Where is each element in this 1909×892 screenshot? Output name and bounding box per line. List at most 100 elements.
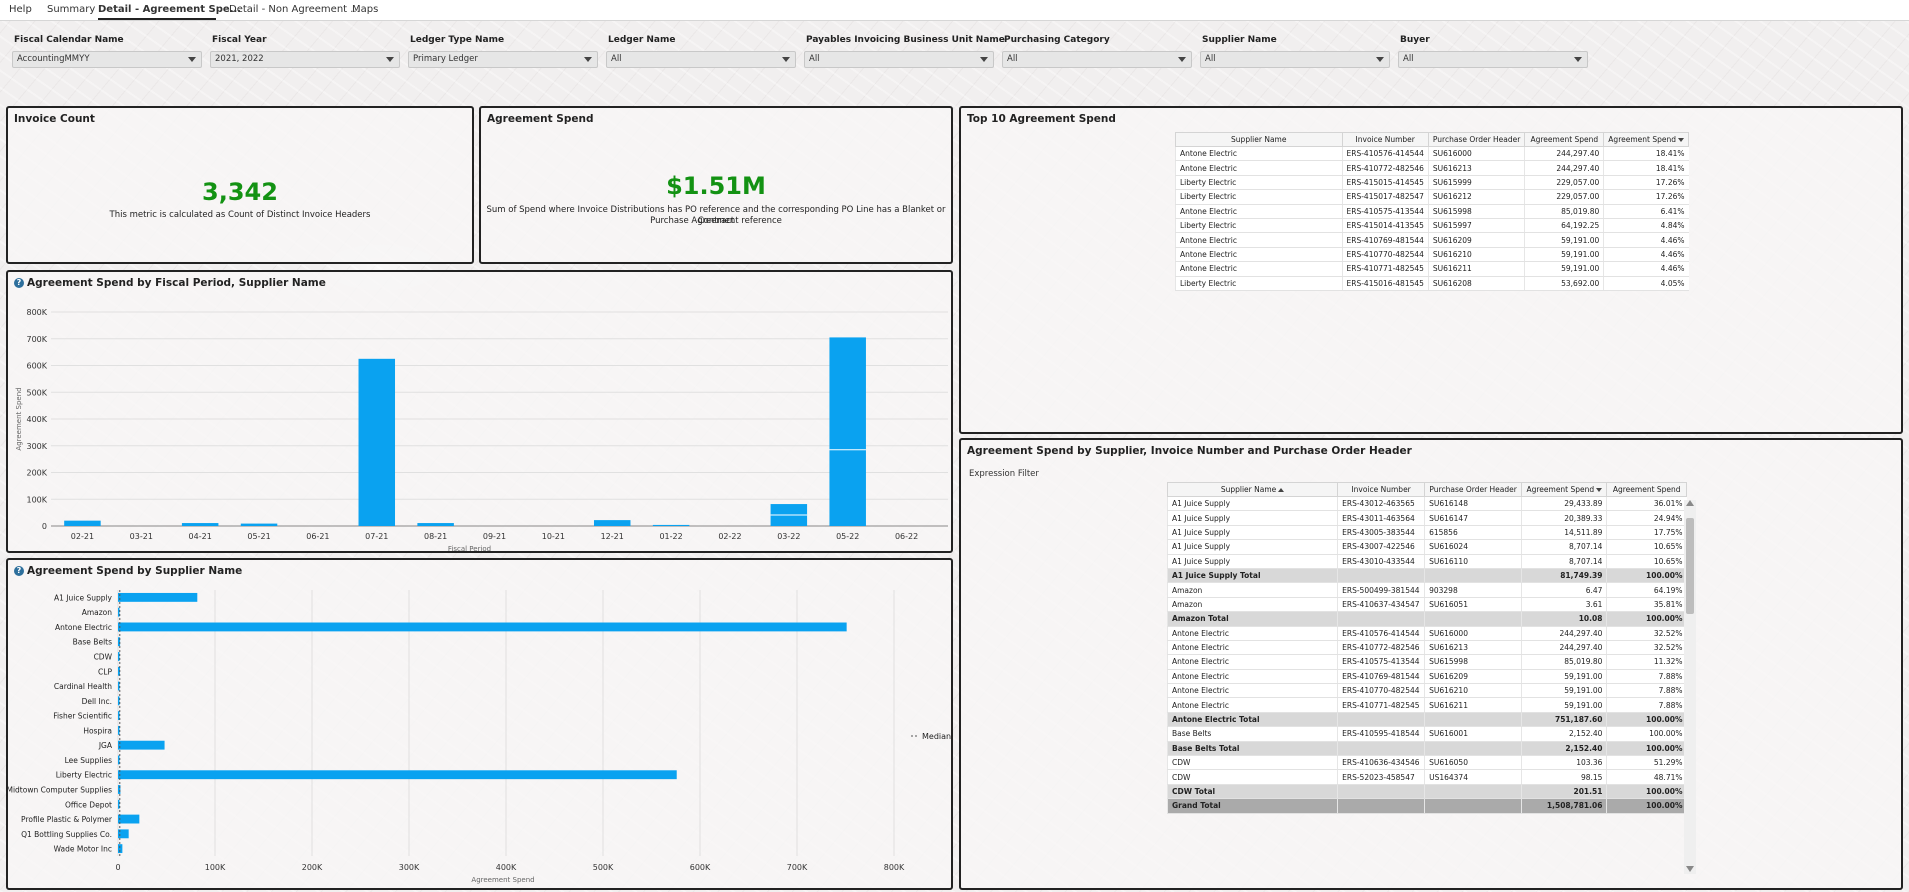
bar[interactable] (118, 814, 140, 824)
filter-supplier-name[interactable]: All (1200, 51, 1390, 68)
table-row[interactable]: A1 Juice Supply ERS-43010-433544 SU616110 8… (1166, 554, 1687, 569)
tab-detail-non-agreement[interactable]: Detail - Non Agreement ... (229, 4, 360, 15)
bar[interactable] (118, 725, 120, 735)
bar[interactable] (118, 770, 677, 780)
subtotal-row[interactable]: CDW Total 201.51 100.00% (1166, 784, 1687, 800)
table-row[interactable]: A1 Juice Supply ERS-43005-383544 615856 14,… (1166, 525, 1687, 541)
table-row[interactable]: Antone Electric ERS-410770-482544 SU616210… (1175, 247, 1689, 263)
bar[interactable] (118, 711, 120, 721)
table-cell: A1 Juice Supply (1166, 510, 1338, 526)
filter-ledger-type[interactable]: Primary Ledger (408, 51, 598, 68)
filter-purchasing-category[interactable]: All (1002, 51, 1192, 68)
bar[interactable] (64, 520, 101, 526)
table-row[interactable]: A1 Juice Supply ERS-43012-463565 SU616148 2… (1166, 496, 1687, 512)
column-header-sorted[interactable]: Agreement Spend (1603, 132, 1689, 147)
table-row[interactable]: Antone Electric ERS-410771-482545 SU616211… (1175, 261, 1689, 277)
table-row[interactable]: Antone Electric ERS-410576-414544 SU616000… (1175, 146, 1689, 162)
info-icon[interactable]: ? (14, 566, 24, 576)
tab-summary[interactable]: Summary (47, 4, 96, 15)
chart-title: Agreement Spend by Fiscal Period, Suppli… (27, 277, 326, 289)
table-row[interactable]: CDW ERS-410636-434546 SU616050 103.36 51.29% (1166, 755, 1687, 771)
table-row[interactable]: Amazon ERS-410637-434547 SU616051 3.61 35.81… (1166, 597, 1687, 613)
bar[interactable] (652, 524, 690, 526)
bar[interactable] (593, 520, 631, 526)
tab-detail-agreement-spend[interactable]: Detail - Agreement Spe... (98, 0, 241, 20)
table-cell: ERS-52023-458547 (1337, 769, 1425, 785)
table-row[interactable]: Antone Electric ERS-410769-481544 SU616209… (1166, 669, 1687, 685)
bar[interactable] (118, 652, 120, 661)
subtotal-row[interactable]: Antone Electric Total 751,187.60 100.00% (1166, 712, 1687, 728)
dashboard-tab-bar: Help Summary Detail - Agreement Spe... D… (0, 0, 1909, 21)
bar[interactable] (417, 523, 454, 526)
subtotal-row[interactable]: Amazon Total 10.08 100.00% (1166, 611, 1687, 627)
table-row[interactable]: Antone Electric ERS-410575-413544 SU615998… (1175, 204, 1689, 219)
bar[interactable] (118, 696, 120, 706)
bar[interactable] (118, 592, 198, 602)
bar[interactable] (118, 844, 123, 854)
bar[interactable] (118, 799, 120, 809)
filter-business-unit[interactable]: All (804, 51, 994, 68)
table-row[interactable]: CDW ERS-52023-458547 US164374 98.15 48.71% (1166, 769, 1687, 785)
column-header[interactable]: Invoice Number (1337, 482, 1426, 497)
filter-fiscal-year[interactable]: 2021, 2022 (210, 51, 400, 68)
table-row[interactable]: A1 Juice Supply ERS-43007-422546 SU616024 8… (1166, 539, 1687, 555)
bar[interactable] (118, 622, 847, 632)
table-row[interactable]: Antone Electric ERS-410772-482546 SU616213… (1166, 640, 1687, 656)
subtotal-row[interactable]: Base Belts Total 2,152.40 100.00% (1166, 741, 1687, 757)
scrollbar-thumb[interactable] (1686, 518, 1694, 614)
table-row[interactable]: Antone Electric ERS-410769-481544 SU616209… (1175, 232, 1689, 248)
table-cell: 32.52% (1606, 626, 1687, 641)
scroll-up-icon[interactable] (1686, 500, 1694, 506)
table-cell: 100.00% (1606, 726, 1687, 742)
tab-help[interactable]: Help (9, 4, 32, 15)
column-header[interactable]: Purchase Order Header (1424, 482, 1523, 497)
table-row[interactable]: Antone Electric ERS-410575-413544 SU615998… (1166, 654, 1687, 670)
table-row[interactable]: Liberty Electric ERS-415017-482547 SU61621… (1175, 189, 1689, 205)
filter-fiscal-calendar[interactable]: AccountingMMYY (12, 51, 202, 68)
tab-maps[interactable]: Maps (352, 4, 379, 15)
filter-ledger-name[interactable]: All (606, 51, 796, 68)
y-tick-label: Dell Inc. (82, 697, 112, 706)
table-row[interactable]: A1 Juice Supply ERS-43011-463564 SU616147 2… (1166, 510, 1687, 526)
column-header[interactable]: Purchase Order Header (1427, 132, 1526, 147)
filter-buyer[interactable]: All (1398, 51, 1588, 68)
info-icon[interactable]: ? (14, 278, 24, 288)
column-header-sorted[interactable]: Agreement Spend (1521, 482, 1608, 497)
bar[interactable] (118, 666, 120, 676)
column-header[interactable]: Agreement Spend (1524, 132, 1605, 147)
table-row[interactable]: Amazon ERS-500499-381544 903298 6.47 64.19% (1166, 582, 1687, 598)
table-scrollbar[interactable] (1684, 500, 1696, 874)
filter-value: All (1205, 54, 1216, 64)
column-header-sorted[interactable]: Supplier Name (1166, 482, 1339, 497)
column-header[interactable]: Invoice Number (1341, 132, 1429, 147)
bar[interactable] (118, 637, 121, 647)
bar[interactable] (118, 755, 120, 765)
table-row[interactable]: Liberty Electric ERS-415015-414545 SU61599… (1175, 175, 1689, 191)
x-tick-label: 200K (302, 863, 323, 872)
table-row[interactable]: Liberty Electric ERS-415014-413545 SU61599… (1175, 218, 1689, 234)
bar[interactable] (118, 740, 165, 750)
bar[interactable] (358, 358, 396, 526)
table-row[interactable]: Liberty Electric ERS-415016-481545 SU61620… (1175, 276, 1689, 291)
column-header[interactable]: Agreement Spend (1606, 482, 1687, 497)
bar[interactable] (118, 829, 129, 839)
bar[interactable] (181, 523, 219, 526)
table-row[interactable]: Antone Electric ERS-410771-482545 SU616211… (1166, 697, 1687, 713)
table-cell: ERS-410771-482545 (1337, 697, 1425, 713)
bar[interactable] (118, 681, 120, 691)
table-cell: US164374 (1424, 769, 1522, 785)
table-cell: 4.46% (1603, 247, 1689, 263)
table-cell: CDW Total (1166, 784, 1338, 800)
scroll-down-icon[interactable] (1686, 866, 1694, 872)
grand-total-row[interactable]: Grand Total 1,508,781.06 100.00% (1166, 798, 1687, 814)
table-row[interactable]: Antone Electric ERS-410576-414544 SU616000… (1166, 626, 1687, 641)
table-row[interactable]: Base Belts ERS-410595-418544 SU616001 2,152… (1166, 726, 1687, 742)
column-header[interactable]: Supplier Name (1175, 132, 1343, 147)
table-row[interactable]: Antone Electric ERS-410772-482546 SU616213… (1175, 160, 1689, 176)
bar[interactable] (118, 607, 120, 617)
table-row[interactable]: Antone Electric ERS-410770-482544 SU616210… (1166, 683, 1687, 699)
bar[interactable] (118, 785, 121, 794)
bar[interactable] (829, 337, 866, 526)
subtotal-row[interactable]: A1 Juice Supply Total 81,749.39 100.00% (1166, 568, 1687, 584)
bar[interactable] (240, 523, 278, 526)
